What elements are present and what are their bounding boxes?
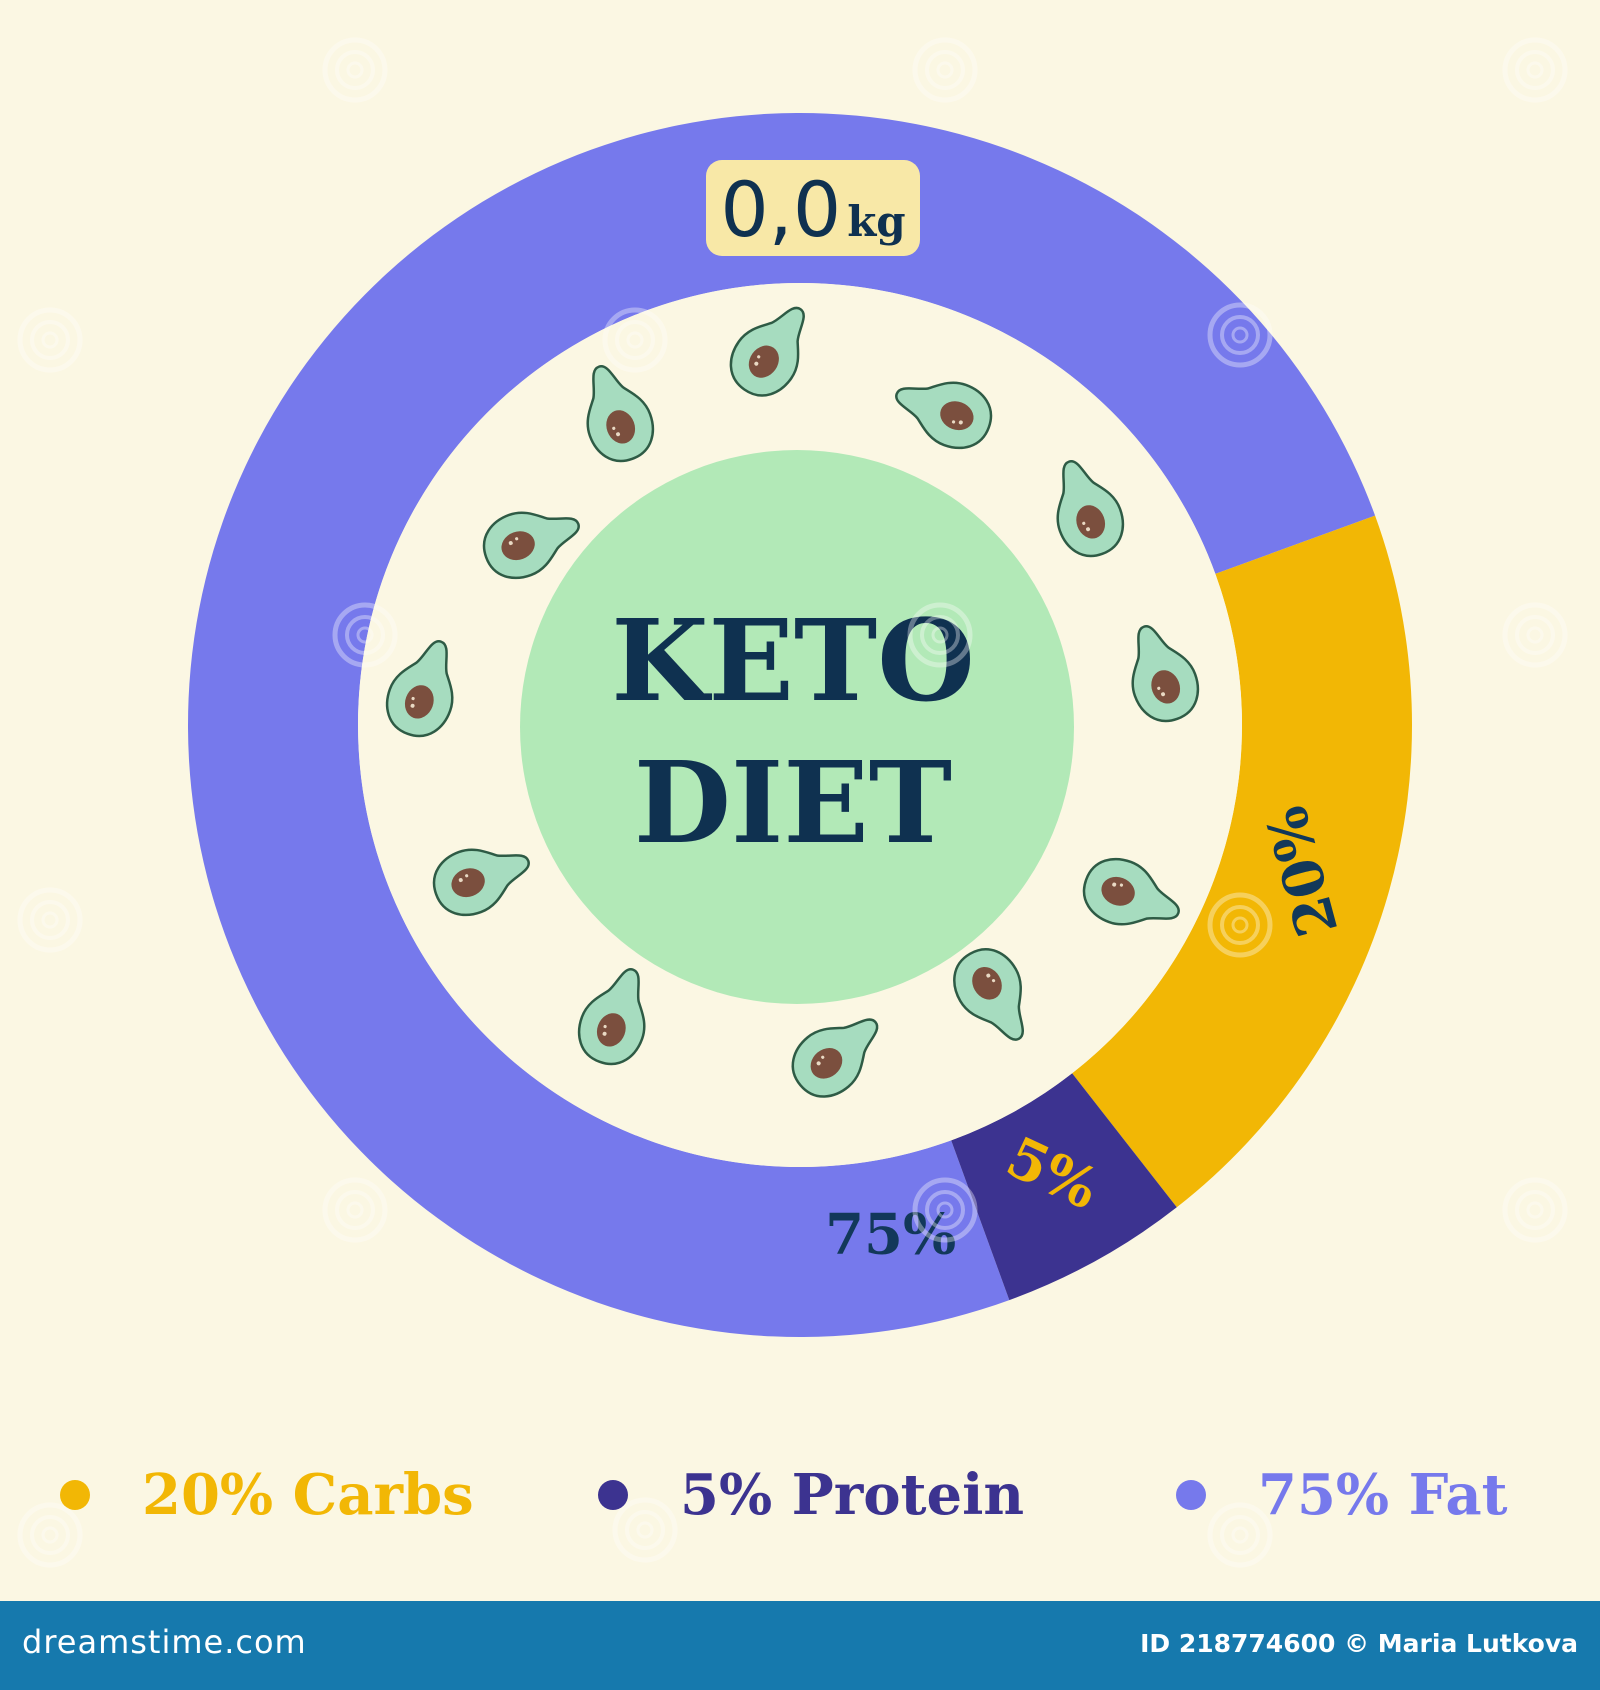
donut-slices	[188, 113, 1412, 1338]
legend-label-fat: 75% Fat	[1258, 1462, 1508, 1528]
spiral-watermark-icon	[15, 1500, 85, 1570]
footer-brand[interactable]: dreamstime.com	[22, 1623, 307, 1661]
slice-protein	[951, 1073, 1177, 1301]
avocado-icon	[729, 306, 805, 397]
legend-label-carbs: 20% Carbs	[142, 1462, 474, 1528]
spiral-watermark-icon	[1500, 1175, 1570, 1245]
avocado-icon	[577, 968, 646, 1066]
legend-dot-icon	[60, 1480, 90, 1510]
spiral-watermark-icon	[910, 35, 980, 105]
avocado-icon	[895, 381, 993, 450]
avocado-icon	[1131, 625, 1200, 723]
avocado-icon	[385, 640, 454, 738]
weight-badge-text: 0,0 kg	[720, 165, 905, 254]
spiral-watermark-icon	[905, 600, 975, 670]
spiral-watermark-icon	[1205, 1500, 1275, 1570]
chart-title-line-2: DIET	[634, 738, 952, 869]
weight-badge-background	[706, 160, 920, 256]
avocado-icon	[791, 1018, 879, 1098]
spiral-watermark-icon	[1205, 890, 1275, 960]
spiral-watermark-icon	[910, 1175, 980, 1245]
avocado-icon	[953, 948, 1024, 1041]
spiral-watermark-icon	[610, 1495, 680, 1565]
footer-bar: dreamstime.com ID 218774600 © Maria Lutk…	[0, 1601, 1600, 1690]
spiral-watermark-icon	[320, 35, 390, 105]
legend-label-protein: 5% Protein	[680, 1462, 1025, 1528]
legend-item-protein: 5% Protein	[598, 1440, 1024, 1550]
weight-badge-unit: kg	[847, 197, 905, 246]
avocado-ring	[385, 306, 1200, 1098]
spiral-watermark-icon	[600, 305, 670, 375]
avocado-icon	[1056, 460, 1125, 558]
chart-title-line-1: KETO	[611, 596, 975, 727]
spiral-watermark-icon	[15, 305, 85, 375]
center-circle	[520, 450, 1074, 1004]
spiral-watermark-icon	[320, 1175, 390, 1245]
spiral-watermark-icon	[1500, 35, 1570, 105]
slice-carbs	[1072, 515, 1412, 1208]
spiral-watermark-icon	[1500, 600, 1570, 670]
slice-label-fat: 75%	[825, 1202, 956, 1268]
avocado-icon	[1082, 857, 1180, 926]
legend-dot-icon	[1176, 1480, 1206, 1510]
chart-legend: 20% Carbs 5% Protein 75% Fat	[0, 1440, 1600, 1550]
spiral-watermark-icon	[1205, 300, 1275, 370]
legend-item-carbs: 20% Carbs	[60, 1440, 474, 1550]
avocado-icon	[586, 365, 655, 463]
avocado-icon	[432, 848, 530, 917]
footer-credit: ID 218774600 © Maria Lutkova	[1140, 1629, 1578, 1658]
legend-item-fat: 75% Fat	[1176, 1440, 1507, 1550]
weight-badge: 0,0 kg	[706, 160, 920, 256]
spiral-watermark-icon	[330, 600, 400, 670]
spiral-watermark-icon	[15, 885, 85, 955]
legend-dot-icon	[598, 1480, 628, 1510]
weight-badge-value: 0,0	[720, 165, 841, 254]
avocado-icon	[482, 511, 580, 580]
